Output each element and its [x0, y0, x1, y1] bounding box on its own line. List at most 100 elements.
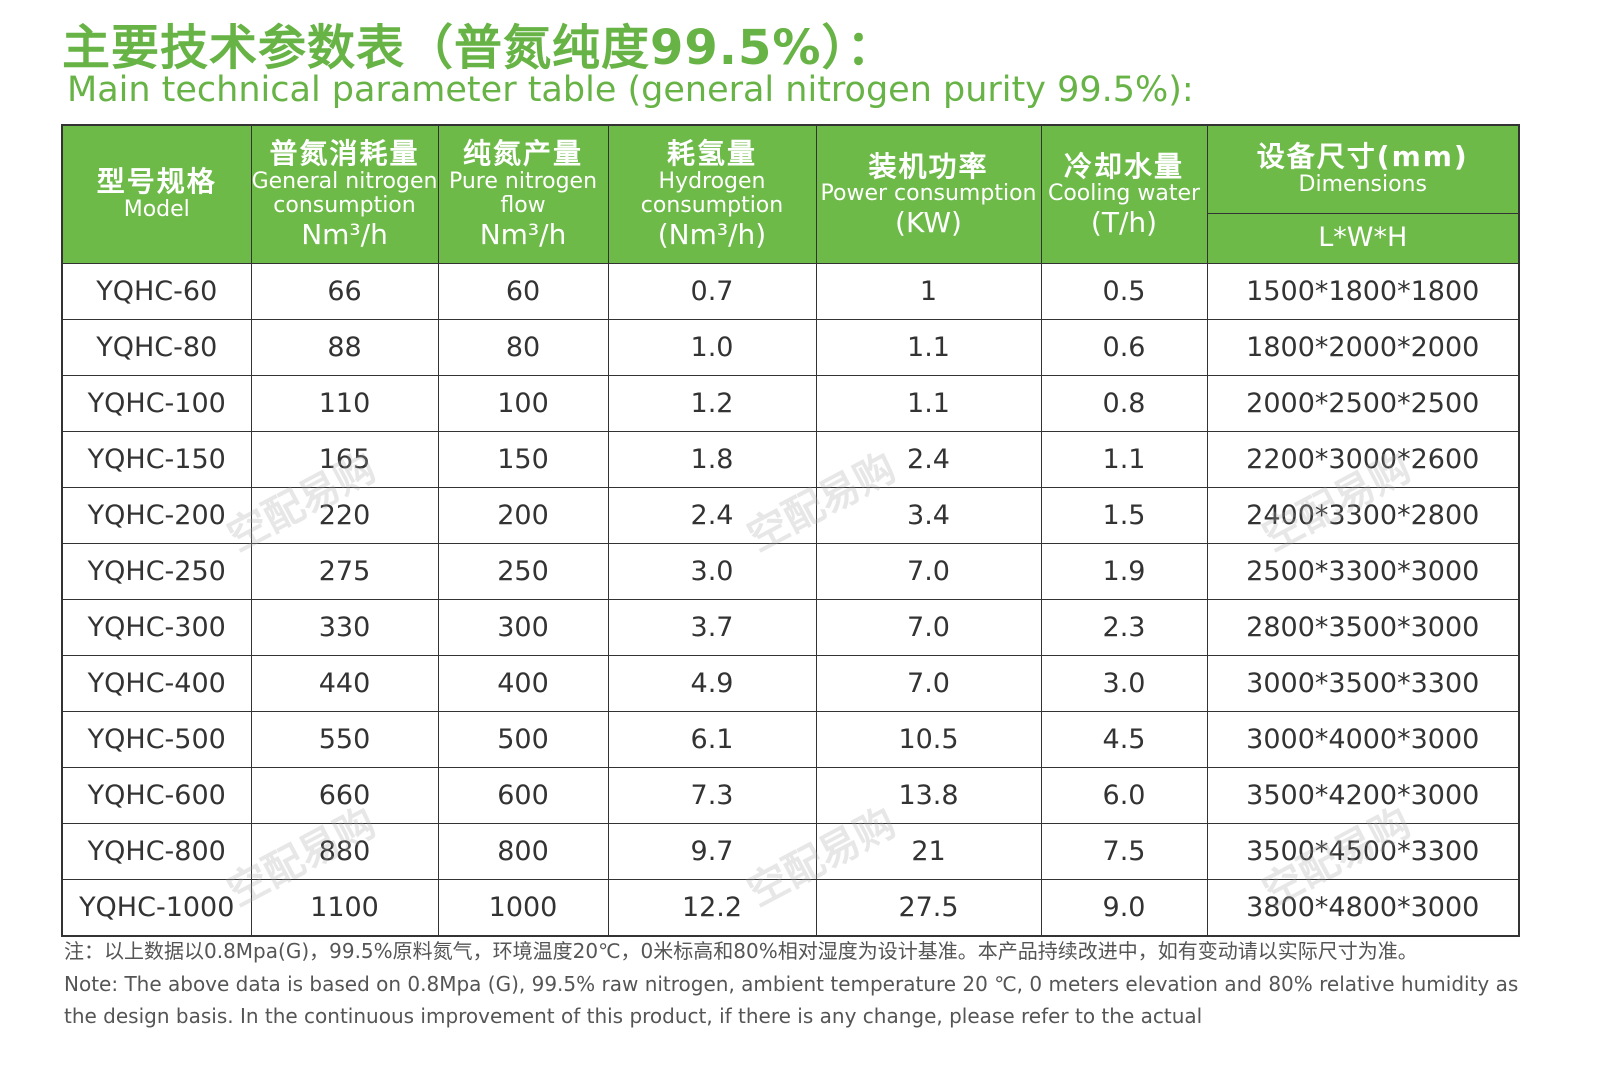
table-row: YQHC-200 220 200 2.4 3.4 1.5 2400*3300*2…: [61, 486, 1520, 544]
cell-pure-nitrogen: 100: [437, 374, 609, 432]
cell-dimensions: 2000*2500*2500: [1206, 374, 1520, 432]
cell-pure-nitrogen: 300: [437, 598, 609, 656]
table-row: YQHC-150 165 150 1.8 2.4 1.1 2200*3000*2…: [61, 430, 1520, 488]
cell-pure-nitrogen: 250: [437, 542, 609, 600]
cell-model: YQHC-500: [61, 710, 252, 768]
parameter-table: 型号规格 Model 普氮消耗量 General nitrogen consum…: [61, 124, 1520, 937]
cell-hydrogen: 3.7: [607, 598, 817, 656]
cell-pure-nitrogen: 200: [437, 486, 609, 544]
cell-general-nitrogen: 330: [250, 598, 439, 656]
cell-general-nitrogen: 1100: [250, 878, 439, 936]
header-general-nitrogen: 普氮消耗量 General nitrogen consumption Nm³/h: [250, 124, 439, 264]
table-body: YQHC-60 66 60 0.7 1 0.5 1500*1800*1800 Y…: [61, 262, 1520, 936]
cell-general-nitrogen: 220: [250, 486, 439, 544]
cell-hydrogen: 9.7: [607, 822, 817, 880]
cell-cooling-water: 4.5: [1040, 710, 1208, 768]
header-pure-nitrogen: 纯氮产量 Pure nitrogen flow Nm³/h: [437, 124, 609, 264]
cell-dimensions: 2800*3500*3000: [1206, 598, 1520, 656]
page-title-cn: 主要技术参数表（普氮纯度99.5%）：: [62, 20, 896, 76]
cell-power: 1.1: [815, 318, 1042, 376]
cell-model: YQHC-60: [61, 262, 252, 320]
cell-dimensions: 1500*1800*1800: [1206, 262, 1520, 320]
cell-power: 21: [815, 822, 1042, 880]
cell-model: YQHC-800: [61, 822, 252, 880]
cell-model: YQHC-80: [61, 318, 252, 376]
cell-dimensions: 2200*3000*2600: [1206, 430, 1520, 488]
cell-hydrogen: 1.0: [607, 318, 817, 376]
cell-model: YQHC-1000: [61, 878, 252, 936]
cell-cooling-water: 9.0: [1040, 878, 1208, 936]
cell-general-nitrogen: 440: [250, 654, 439, 712]
table-row: YQHC-1000 1100 1000 12.2 27.5 9.0 3800*4…: [61, 878, 1520, 936]
cell-dimensions: 3500*4200*3000: [1206, 766, 1520, 824]
cell-power: 10.5: [815, 710, 1042, 768]
page-title-en: Main technical parameter table (general …: [67, 70, 1194, 110]
cell-cooling-water: 0.5: [1040, 262, 1208, 320]
header-dimensions: 设备尺寸(mm) Dimensions: [1206, 124, 1520, 214]
cell-hydrogen: 4.9: [607, 654, 817, 712]
cell-pure-nitrogen: 500: [437, 710, 609, 768]
cell-model: YQHC-200: [61, 486, 252, 544]
cell-dimensions: 3000*3500*3300: [1206, 654, 1520, 712]
cell-pure-nitrogen: 150: [437, 430, 609, 488]
cell-pure-nitrogen: 60: [437, 262, 609, 320]
cell-general-nitrogen: 880: [250, 822, 439, 880]
header-dimensions-unit: L*W*H: [1206, 212, 1520, 264]
cell-cooling-water: 2.3: [1040, 598, 1208, 656]
cell-hydrogen: 0.7: [607, 262, 817, 320]
cell-cooling-water: 1.1: [1040, 430, 1208, 488]
cell-general-nitrogen: 165: [250, 430, 439, 488]
cell-cooling-water: 1.9: [1040, 542, 1208, 600]
table-row: YQHC-400 440 400 4.9 7.0 3.0 3000*3500*3…: [61, 654, 1520, 712]
table-row: YQHC-800 880 800 9.7 21 7.5 3500*4500*33…: [61, 822, 1520, 880]
table-row: YQHC-100 110 100 1.2 1.1 0.8 2000*2500*2…: [61, 374, 1520, 432]
table-row: YQHC-500 550 500 6.1 10.5 4.5 3000*4000*…: [61, 710, 1520, 768]
cell-general-nitrogen: 110: [250, 374, 439, 432]
cell-cooling-water: 0.8: [1040, 374, 1208, 432]
header-hydrogen: 耗氢量 Hydrogen consumption (Nm³/h): [607, 124, 817, 264]
cell-power: 1.1: [815, 374, 1042, 432]
cell-cooling-water: 3.0: [1040, 654, 1208, 712]
cell-general-nitrogen: 275: [250, 542, 439, 600]
cell-dimensions: 3500*4500*3300: [1206, 822, 1520, 880]
cell-cooling-water: 0.6: [1040, 318, 1208, 376]
cell-general-nitrogen: 88: [250, 318, 439, 376]
cell-pure-nitrogen: 800: [437, 822, 609, 880]
header-power: 装机功率 Power consumption (KW): [815, 124, 1042, 264]
table-row: YQHC-300 330 300 3.7 7.0 2.3 2800*3500*3…: [61, 598, 1520, 656]
cell-general-nitrogen: 660: [250, 766, 439, 824]
cell-power: 7.0: [815, 598, 1042, 656]
cell-hydrogen: 12.2: [607, 878, 817, 936]
table-header: 型号规格 Model 普氮消耗量 General nitrogen consum…: [61, 124, 1520, 264]
cell-dimensions: 2400*3300*2800: [1206, 486, 1520, 544]
cell-power: 7.0: [815, 654, 1042, 712]
header-model: 型号规格 Model: [61, 124, 252, 264]
cell-dimensions: 2500*3300*3000: [1206, 542, 1520, 600]
cell-dimensions: 3000*4000*3000: [1206, 710, 1520, 768]
cell-cooling-water: 7.5: [1040, 822, 1208, 880]
cell-hydrogen: 3.0: [607, 542, 817, 600]
cell-pure-nitrogen: 1000: [437, 878, 609, 936]
cell-power: 27.5: [815, 878, 1042, 936]
cell-model: YQHC-600: [61, 766, 252, 824]
cell-model: YQHC-250: [61, 542, 252, 600]
cell-dimensions: 3800*4800*3000: [1206, 878, 1520, 936]
cell-dimensions: 1800*2000*2000: [1206, 318, 1520, 376]
cell-power: 1: [815, 262, 1042, 320]
cell-power: 2.4: [815, 430, 1042, 488]
cell-hydrogen: 2.4: [607, 486, 817, 544]
cell-hydrogen: 6.1: [607, 710, 817, 768]
cell-hydrogen: 1.8: [607, 430, 817, 488]
table-row: YQHC-60 66 60 0.7 1 0.5 1500*1800*1800: [61, 262, 1520, 320]
cell-hydrogen: 7.3: [607, 766, 817, 824]
cell-model: YQHC-100: [61, 374, 252, 432]
cell-general-nitrogen: 550: [250, 710, 439, 768]
cell-pure-nitrogen: 600: [437, 766, 609, 824]
cell-pure-nitrogen: 80: [437, 318, 609, 376]
table-row: YQHC-80 88 80 1.0 1.1 0.6 1800*2000*2000: [61, 318, 1520, 376]
note-chinese: 注：以上数据以0.8Mpa(G)，99.5%原料氮气，环境温度20℃，0米标高和…: [64, 939, 1418, 963]
cell-model: YQHC-300: [61, 598, 252, 656]
cell-power: 13.8: [815, 766, 1042, 824]
cell-cooling-water: 1.5: [1040, 486, 1208, 544]
table-row: YQHC-250 275 250 3.0 7.0 1.9 2500*3300*3…: [61, 542, 1520, 600]
